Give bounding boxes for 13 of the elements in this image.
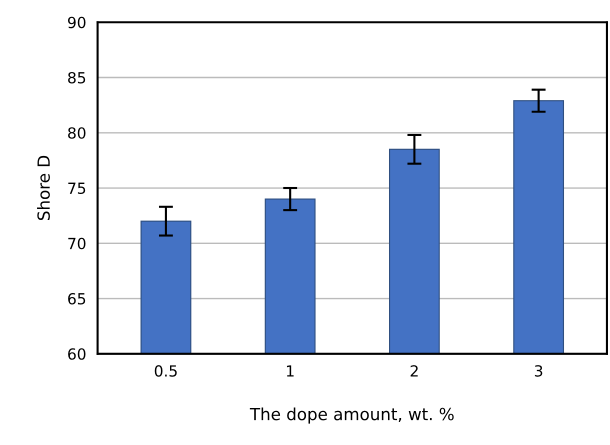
y-tick-label: 85 (68, 72, 86, 84)
x-tick-label: 1 (286, 365, 294, 376)
y-tick-label: 80 (68, 127, 86, 139)
y-tick-label: 60 (68, 348, 86, 360)
y-tick-label: 90 (68, 16, 86, 28)
x-tick-label: 2 (410, 365, 418, 376)
y-tick-label: 75 (68, 182, 86, 194)
x-axis-title: The dope amount, wt. % (250, 407, 454, 424)
x-tick-label: 3 (534, 365, 542, 377)
y-tick-label: 70 (68, 238, 86, 250)
x-tick-label: 0.5 (154, 365, 177, 377)
y-tick-label: 65 (68, 292, 86, 305)
y-axis-title: Shore D (37, 156, 50, 220)
